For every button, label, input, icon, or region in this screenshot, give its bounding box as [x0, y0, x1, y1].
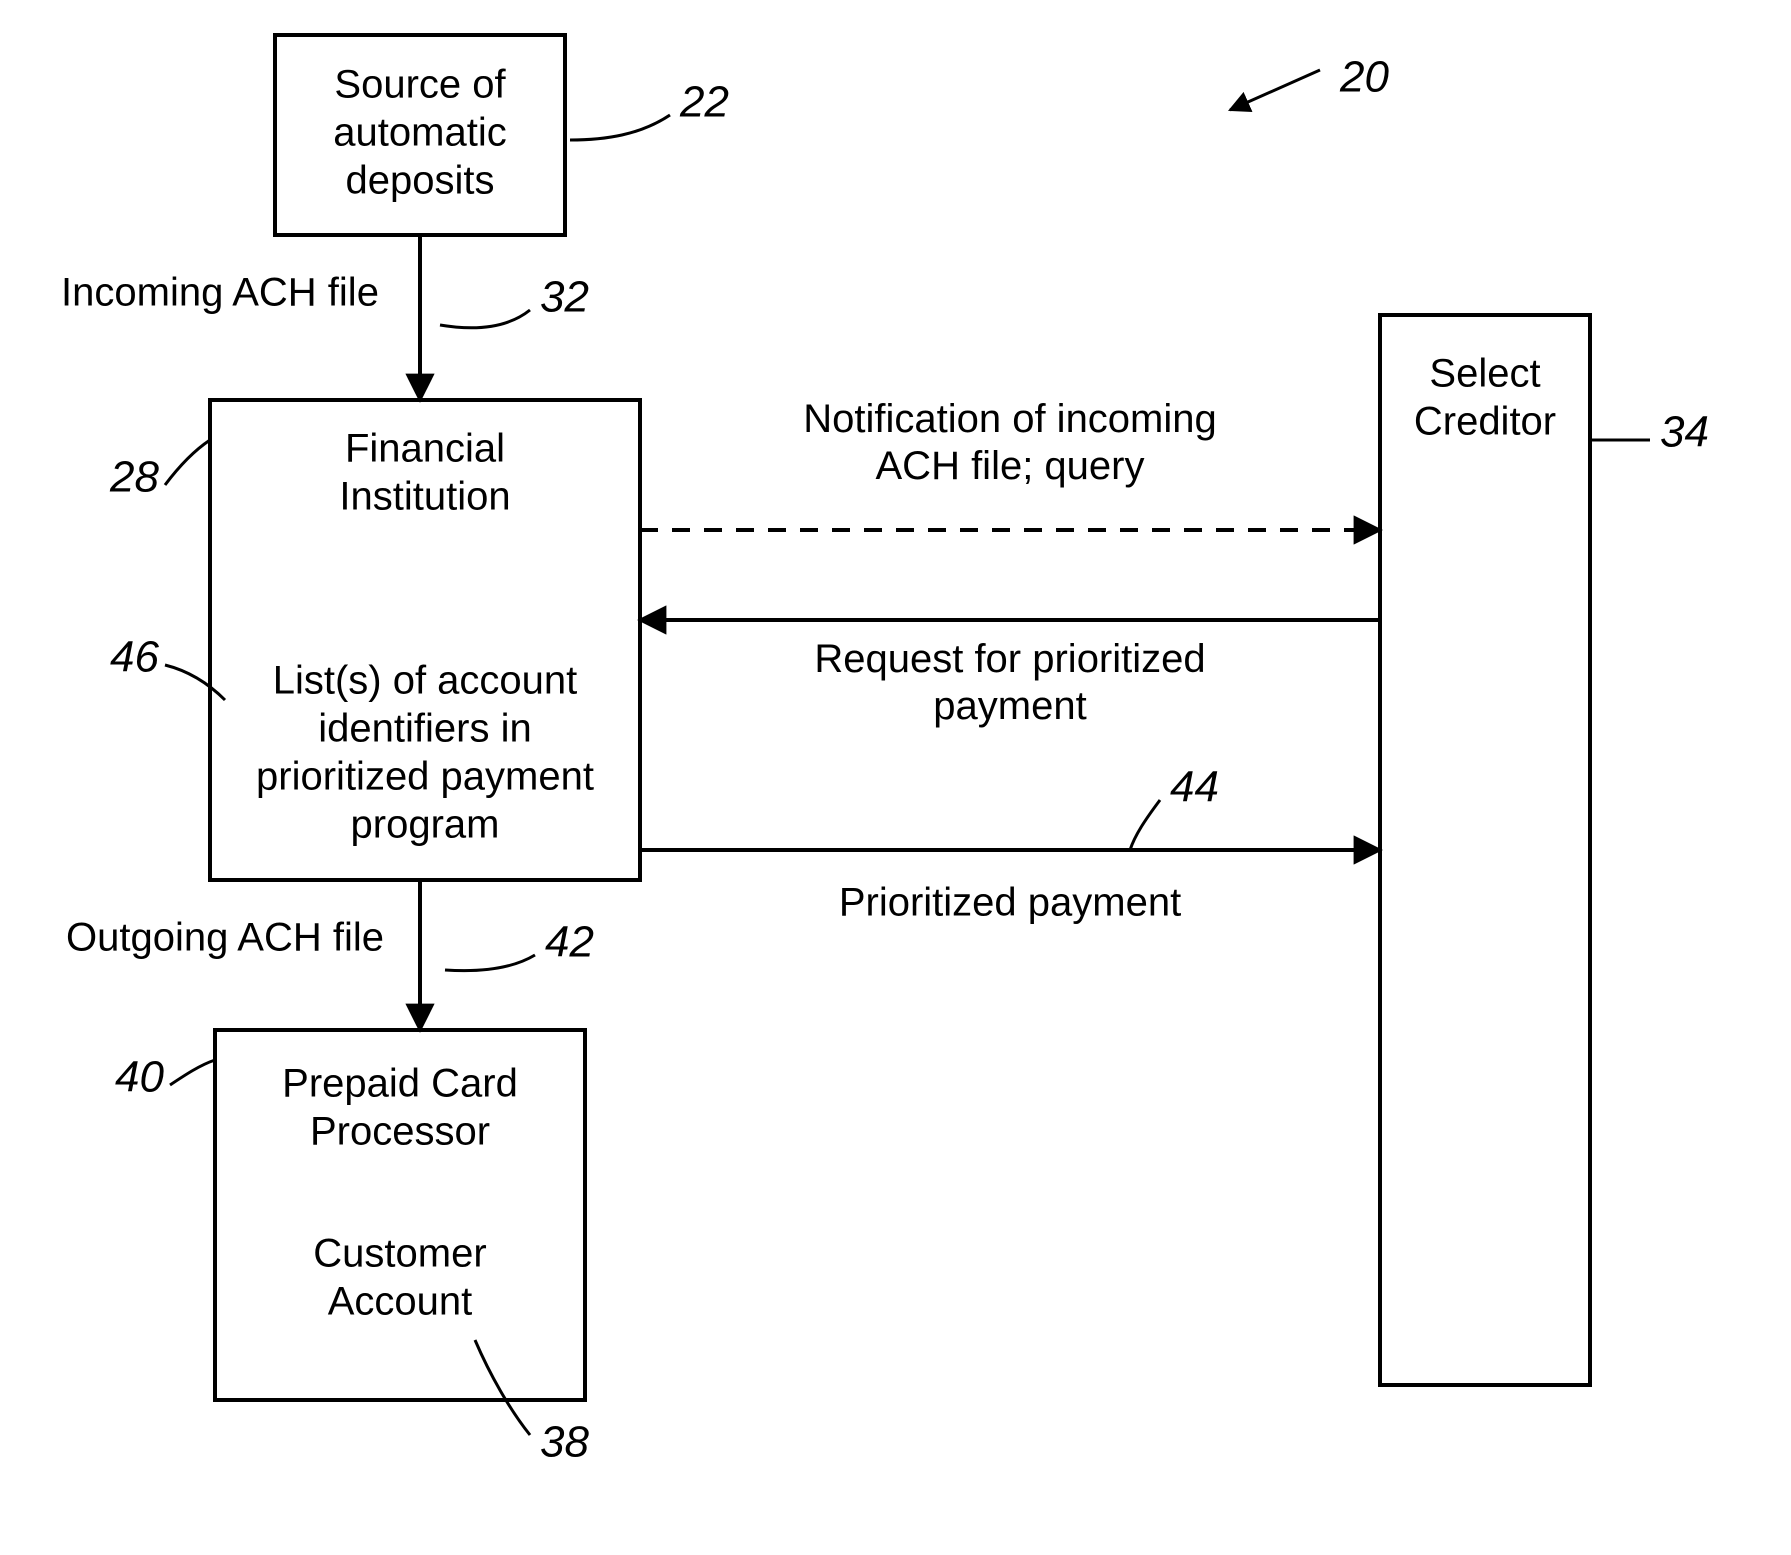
ref-label: 28	[109, 453, 159, 502]
edge-label: Outgoing ACH file	[66, 916, 384, 960]
svg-text:Processor: Processor	[310, 1110, 490, 1154]
edge-e_notify: Notification of incomingACH file; query	[640, 397, 1380, 530]
ref-label: 22	[679, 78, 729, 127]
ref-label: 38	[540, 1418, 589, 1467]
ref-r46: 46	[110, 633, 225, 700]
edge-label: Request for prioritized	[814, 637, 1205, 681]
ref-label: 46	[110, 633, 159, 682]
edge-e_request: Request for prioritizedpayment	[640, 620, 1380, 728]
edge-label: ACH file; query	[876, 444, 1145, 488]
ref-r20: 20	[1230, 53, 1389, 110]
svg-text:prioritized payment: prioritized payment	[256, 755, 594, 799]
ref-r44: 44	[1130, 763, 1219, 850]
ref-label: 20	[1339, 53, 1389, 102]
edge-label: payment	[933, 684, 1086, 728]
svg-text:identifiers in: identifiers in	[318, 707, 531, 751]
edge-label: Notification of incoming	[803, 397, 1217, 441]
ref-r42: 42	[445, 918, 594, 971]
svg-text:List(s) of account: List(s) of account	[273, 659, 578, 703]
ref-label: 42	[545, 918, 594, 967]
edge-e_incoming: Incoming ACH file	[61, 235, 420, 400]
svg-text:program: program	[351, 803, 500, 847]
edge-label: Incoming ACH file	[61, 271, 379, 315]
svg-text:Source of: Source of	[334, 63, 506, 107]
svg-text:Institution: Institution	[339, 475, 510, 519]
svg-text:Select: Select	[1429, 352, 1540, 396]
ref-r40: 40	[115, 1053, 215, 1102]
ref-r34: 34	[1590, 408, 1709, 457]
svg-text:deposits: deposits	[346, 159, 495, 203]
node-select-creditor	[1380, 315, 1590, 1385]
ref-label: 44	[1170, 763, 1219, 812]
svg-text:Customer: Customer	[313, 1232, 486, 1276]
svg-text:Creditor: Creditor	[1414, 400, 1556, 444]
ref-r32: 32	[440, 273, 589, 328]
ref-label: 40	[115, 1053, 164, 1102]
ref-r28: 28	[109, 440, 210, 502]
ref-r22: 22	[570, 78, 729, 140]
svg-text:automatic: automatic	[333, 111, 506, 155]
ref-label: 32	[540, 273, 589, 322]
edge-e_pay: Prioritized payment	[640, 850, 1380, 925]
edge-e_outgoing: Outgoing ACH file	[66, 880, 420, 1030]
svg-text:Account: Account	[328, 1280, 473, 1324]
svg-text:Financial: Financial	[345, 427, 505, 471]
ref-label: 34	[1660, 408, 1709, 457]
edge-label: Prioritized payment	[839, 881, 1181, 925]
svg-text:Prepaid Card: Prepaid Card	[282, 1062, 518, 1106]
